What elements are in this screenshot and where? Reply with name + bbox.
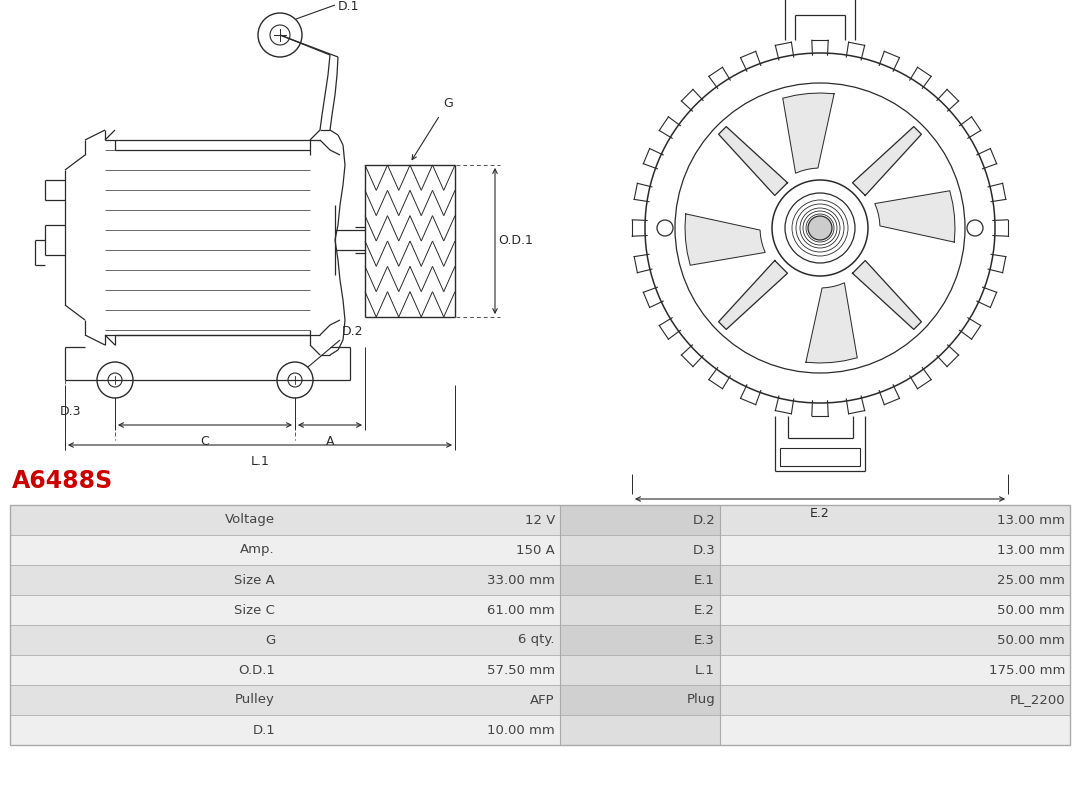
Circle shape [808,216,832,240]
Text: 150 A: 150 A [516,544,555,556]
Bar [720,565,1070,595]
Text: D.1: D.1 [253,723,275,736]
Polygon shape [875,191,955,242]
Text: Plug: Plug [686,693,715,707]
Bar [780,448,860,466]
Text: 33.00 mm: 33.00 mm [487,573,555,587]
Bar [10,595,561,625]
Text: E.1: E.1 [694,573,715,587]
Polygon shape [852,261,921,329]
Text: 13.00 mm: 13.00 mm [997,544,1065,556]
Text: L.1: L.1 [696,664,715,677]
Bar [561,535,720,565]
Text: 13.00 mm: 13.00 mm [997,514,1065,526]
Text: E.3: E.3 [694,634,715,646]
Bar [561,505,720,535]
Bar [720,625,1070,655]
Text: A6488S: A6488S [12,469,113,493]
Bar [10,715,561,745]
Polygon shape [852,126,921,196]
Text: D.1: D.1 [338,1,360,14]
Text: O.D.1: O.D.1 [498,235,532,247]
Polygon shape [806,283,858,363]
Text: 6 qty.: 6 qty. [518,634,555,646]
Text: Size C: Size C [234,603,275,616]
Text: Voltage: Voltage [225,514,275,526]
Bar [10,565,561,595]
Text: E.2: E.2 [810,507,829,520]
Text: D.3: D.3 [692,544,715,556]
Circle shape [772,180,868,276]
Text: C: C [201,435,210,448]
Text: 175.00 mm: 175.00 mm [988,664,1065,677]
Text: AFP: AFP [530,693,555,707]
Polygon shape [783,93,834,173]
Bar [720,505,1070,535]
Text: Pulley: Pulley [235,693,275,707]
Bar [720,715,1070,745]
Text: G: G [443,97,453,110]
Text: 25.00 mm: 25.00 mm [997,573,1065,587]
Bar [10,505,561,535]
Bar [10,655,561,685]
Text: E.2: E.2 [694,603,715,616]
Text: Amp.: Amp. [241,544,275,556]
Text: 50.00 mm: 50.00 mm [997,603,1065,616]
Polygon shape [718,261,787,329]
Bar [720,655,1070,685]
Bar [10,535,561,565]
Text: O.D.1: O.D.1 [238,664,275,677]
Text: 61.00 mm: 61.00 mm [487,603,555,616]
Text: Size A: Size A [234,573,275,587]
Polygon shape [685,214,766,266]
Bar [561,685,720,715]
Text: PL_2200: PL_2200 [1010,693,1065,707]
Text: 57.50 mm: 57.50 mm [487,664,555,677]
Text: A: A [326,435,334,448]
Text: 12 V: 12 V [525,514,555,526]
Text: 10.00 mm: 10.00 mm [487,723,555,736]
Polygon shape [718,126,787,196]
Bar [10,625,561,655]
Text: L.1: L.1 [251,455,269,468]
Text: D.2: D.2 [342,325,364,338]
Text: G: G [265,634,275,646]
Bar [561,655,720,685]
Bar [720,535,1070,565]
Bar [10,685,561,715]
Bar [561,595,720,625]
Text: D.3: D.3 [60,405,81,418]
Bar [561,625,720,655]
Bar [720,595,1070,625]
Text: 50.00 mm: 50.00 mm [997,634,1065,646]
Bar [561,565,720,595]
Text: D.2: D.2 [692,514,715,526]
Bar [10,505,1070,745]
Bar [720,685,1070,715]
Bar [561,715,720,745]
